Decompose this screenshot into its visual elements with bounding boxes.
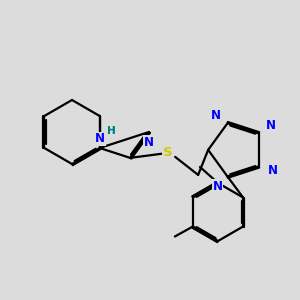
Text: S: S (163, 146, 173, 159)
Text: N: N (211, 109, 220, 122)
Text: N: N (144, 136, 154, 148)
Text: N: N (212, 180, 223, 193)
Text: N: N (212, 180, 223, 193)
Text: N: N (95, 133, 105, 146)
Text: N: N (211, 109, 220, 122)
Text: N: N (95, 133, 105, 146)
Text: H: H (107, 126, 116, 136)
Text: N: N (266, 119, 276, 132)
Text: N: N (268, 164, 278, 177)
Text: N: N (146, 136, 156, 148)
Text: N: N (268, 164, 278, 177)
Text: S: S (163, 146, 173, 159)
Text: N: N (266, 119, 276, 132)
Text: H: H (107, 126, 116, 136)
